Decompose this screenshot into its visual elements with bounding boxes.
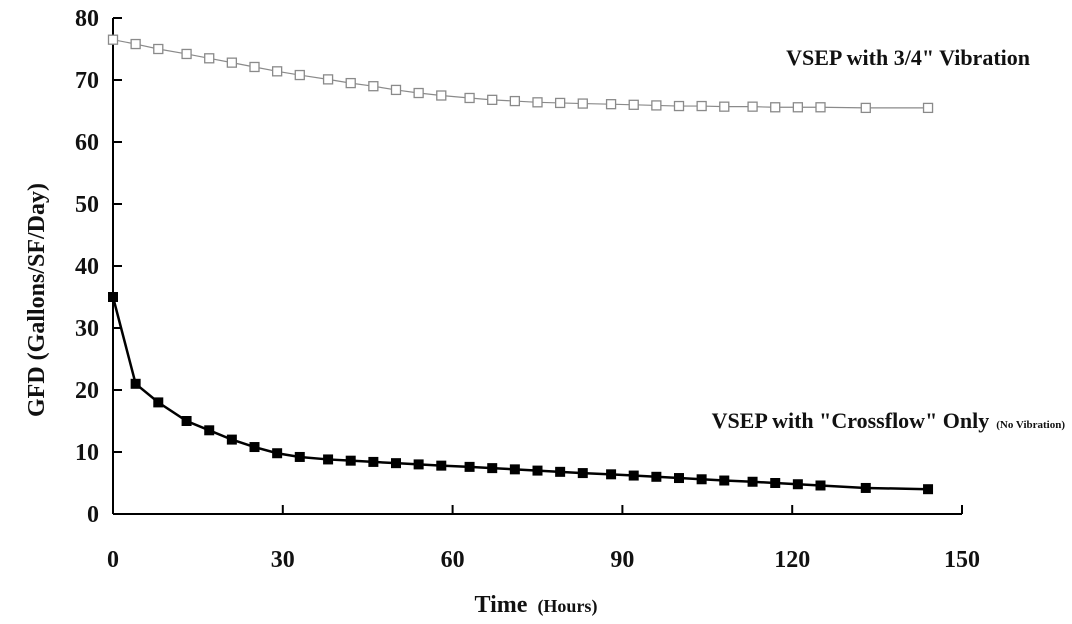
data-point xyxy=(770,478,781,488)
series-label-crossflow-main: VSEP with "Crossflow" Only xyxy=(712,408,990,433)
data-point xyxy=(532,465,543,476)
series-label-crossflow: VSEP with "Crossflow" Only (No Vibration… xyxy=(712,408,1066,433)
data-point xyxy=(390,84,402,96)
data-point xyxy=(464,461,475,472)
data-point xyxy=(792,479,803,490)
data-point xyxy=(554,97,566,109)
data-point xyxy=(323,454,334,465)
data-point xyxy=(108,292,118,302)
data-point xyxy=(719,475,730,486)
data-point xyxy=(606,469,617,480)
y-tick-label: 10 xyxy=(75,440,99,466)
data-point xyxy=(464,92,475,104)
data-point xyxy=(509,95,521,107)
data-point xyxy=(294,451,305,462)
data-point xyxy=(130,38,141,50)
data-point xyxy=(696,474,707,485)
x-tick-label: 120 xyxy=(774,547,810,573)
data-point xyxy=(294,69,305,81)
y-tick-label: 20 xyxy=(75,378,99,404)
data-point xyxy=(130,378,141,389)
data-point xyxy=(413,459,424,470)
data-point xyxy=(368,456,379,467)
data-point xyxy=(487,94,498,105)
data-point xyxy=(815,102,826,113)
data-point xyxy=(651,100,662,111)
data-point xyxy=(747,476,758,487)
data-point xyxy=(509,464,520,475)
data-point xyxy=(436,460,447,471)
y-tick-label: 80 xyxy=(75,6,99,32)
data-point xyxy=(792,102,804,113)
data-point xyxy=(577,98,588,109)
x-tick-label: 150 xyxy=(944,547,980,573)
data-point xyxy=(747,101,758,112)
y-tick-label: 0 xyxy=(87,502,99,528)
y-tick-label: 70 xyxy=(75,68,99,94)
x-axis-title: Time (Hours) xyxy=(475,592,598,618)
x-tick-label: 30 xyxy=(271,547,295,573)
data-point xyxy=(345,455,356,466)
data-point xyxy=(651,471,662,482)
data-point xyxy=(153,397,164,408)
data-point xyxy=(923,484,934,495)
data-point xyxy=(577,468,588,479)
data-point xyxy=(368,81,379,92)
data-point xyxy=(696,100,707,112)
data-point xyxy=(181,416,192,426)
data-point xyxy=(532,97,543,108)
data-point xyxy=(249,442,260,453)
data-point xyxy=(487,463,498,474)
axes: 0 10 20 30 40 50 60 70 80 0 30 60 90 120 150 xyxy=(75,6,980,573)
y-axis-title: GFD (Gallons/SF/Day) xyxy=(24,183,50,417)
x-tick-label: 0 xyxy=(107,547,119,573)
y-tick-label: 50 xyxy=(75,192,99,218)
data-point xyxy=(815,480,826,491)
data-point xyxy=(719,101,730,112)
data-point xyxy=(272,448,283,459)
y-tick-label: 30 xyxy=(75,316,99,342)
data-point xyxy=(226,57,238,68)
data-point xyxy=(628,99,639,110)
series-group xyxy=(107,34,934,495)
x-axis-title-main: Time xyxy=(475,592,528,618)
data-point xyxy=(249,61,260,73)
x-axis-title-unit: (Hours) xyxy=(537,596,597,617)
data-point xyxy=(922,102,934,114)
data-point xyxy=(436,90,447,101)
data-point xyxy=(605,99,617,110)
data-point xyxy=(322,74,334,85)
data-point xyxy=(345,77,356,89)
data-point xyxy=(107,34,119,45)
series-label-crossflow-note: (No Vibration) xyxy=(996,419,1065,431)
data-point xyxy=(555,466,566,477)
data-point xyxy=(770,102,781,113)
data-point xyxy=(413,87,424,99)
data-point xyxy=(204,425,215,436)
x-tick-label: 90 xyxy=(610,547,634,573)
data-point xyxy=(181,48,192,60)
series-line-1 xyxy=(111,296,929,491)
y-tick-label: 60 xyxy=(75,130,99,156)
y-tick-label: 40 xyxy=(75,254,99,280)
series-label-vibration: VSEP with 3/4" Vibration xyxy=(786,45,1030,70)
data-point xyxy=(204,53,215,64)
data-point xyxy=(673,100,685,112)
data-point xyxy=(271,66,283,77)
data-point xyxy=(628,470,639,481)
data-point xyxy=(153,43,164,55)
data-point xyxy=(860,482,871,493)
x-tick-label: 60 xyxy=(441,547,465,573)
data-point xyxy=(391,458,401,469)
data-point xyxy=(226,434,237,445)
data-point xyxy=(860,102,871,114)
data-point xyxy=(674,473,684,484)
